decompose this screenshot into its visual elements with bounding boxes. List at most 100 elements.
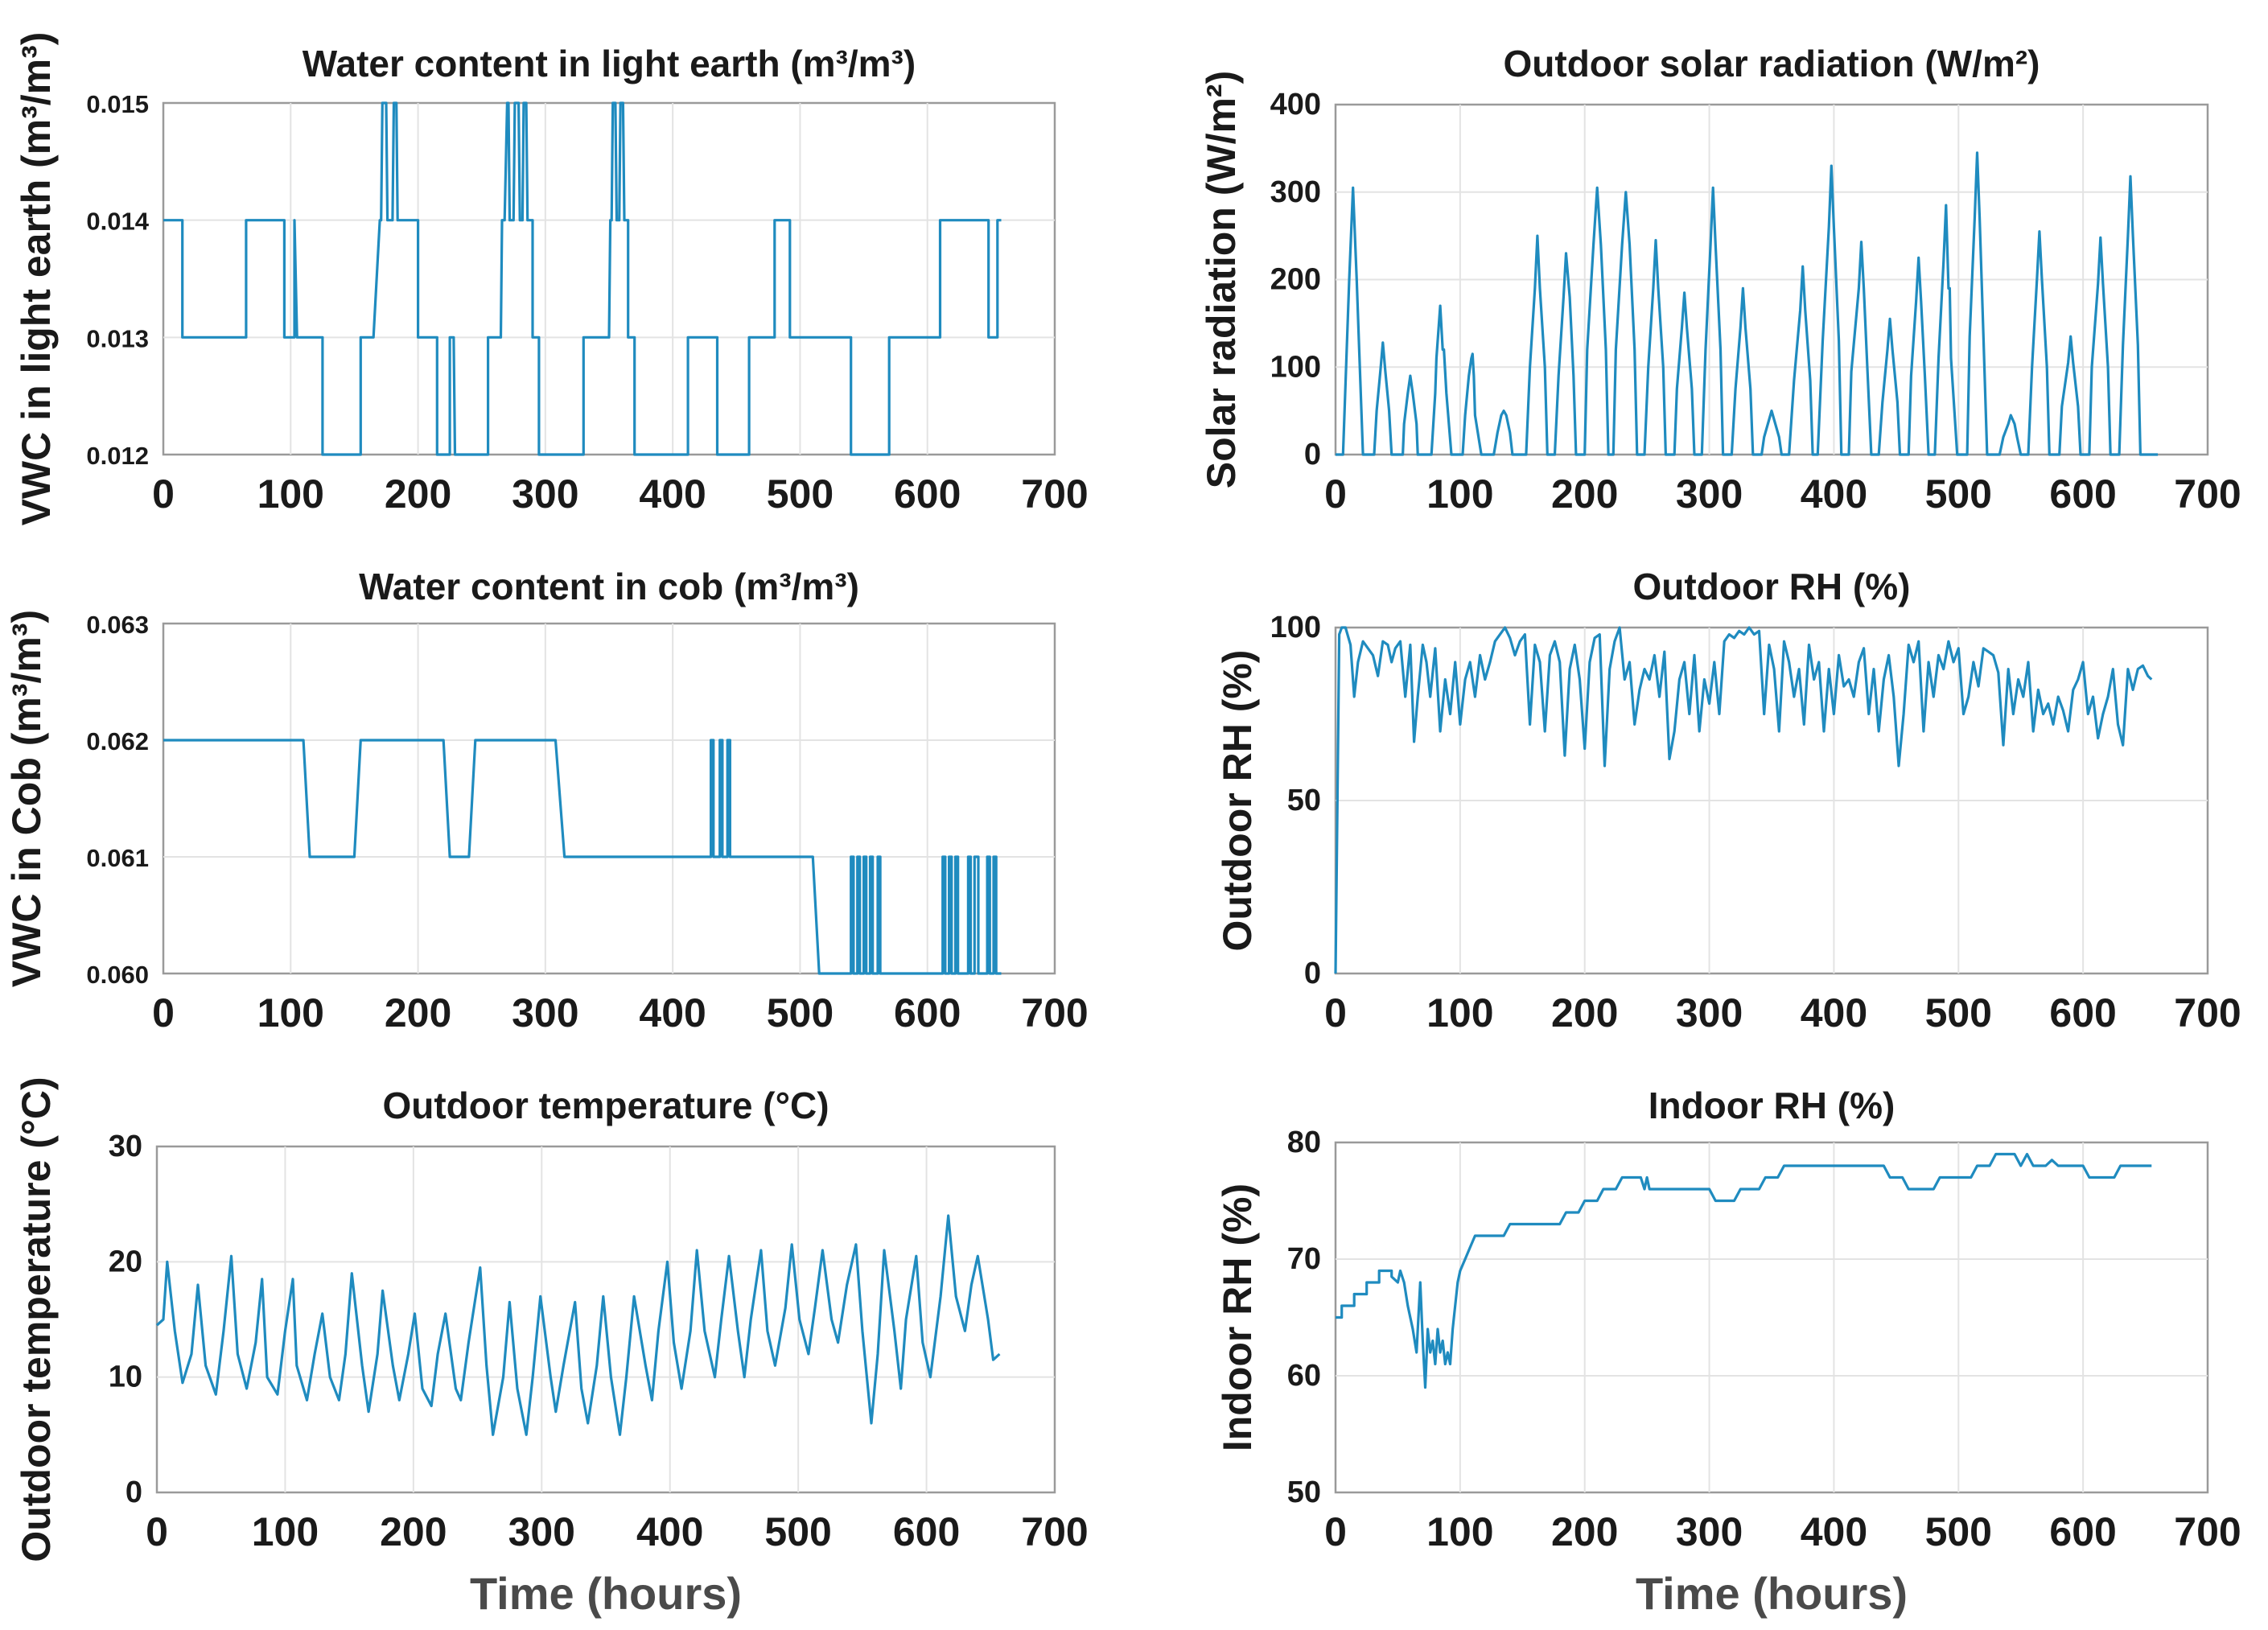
indoor-rh-xtick-label: 600	[2049, 1509, 2116, 1554]
outdoor-rh-xtick-label: 300	[1676, 990, 1743, 1035]
cob-ytick-label: 0.061	[86, 844, 149, 872]
outdoor-rh-xtick-label: 500	[1925, 990, 1992, 1035]
light-earth-xtick-label: 300	[512, 471, 578, 517]
outdoor-temp-ytick-label: 0	[126, 1476, 142, 1509]
outdoor-temp-series-line	[155, 1214, 1001, 1436]
light-earth-ytick-label: 0.014	[86, 208, 149, 236]
light-earth-ytick-label: 0.012	[86, 442, 149, 470]
solar-ytick-label: 400	[1270, 88, 1321, 121]
outdoor-temp-xtick-label: 100	[252, 1509, 319, 1554]
outdoor-rh-xtick-label: 400	[1801, 990, 1867, 1035]
solar-series-line	[1336, 151, 2159, 456]
outdoor-rh-title: Outdoor RH (%)	[1633, 566, 1911, 607]
solar-xtick-label: 200	[1551, 471, 1618, 517]
indoor-rh-ytick-label: 80	[1287, 1126, 1321, 1159]
solar-ytick-label: 200	[1270, 263, 1321, 297]
cob-ytick-label: 0.063	[86, 611, 149, 639]
indoor-rh-xtick-label: 0	[1324, 1509, 1347, 1554]
light-earth-ytick-label: 0.013	[86, 324, 149, 352]
indoor-rh-xtick-label: 100	[1426, 1509, 1493, 1554]
cob-ylabel: VWC in Cob (m³/m³)	[4, 610, 49, 987]
cob-xtick-label: 200	[385, 990, 451, 1035]
indoor-rh-series-line	[1336, 1152, 2152, 1389]
outdoor-temp-xtick-label: 0	[146, 1509, 168, 1554]
indoor-rh-xtick-label: 500	[1925, 1509, 1992, 1554]
light-earth-series-line	[163, 101, 1002, 456]
light-earth-xtick-label: 500	[767, 471, 834, 517]
solar-xtick-label: 0	[1324, 471, 1347, 517]
solar-xtick-label: 400	[1801, 471, 1867, 517]
outdoor-temp-xlabel: Time (hours)	[470, 1568, 742, 1619]
light-earth-ytick-label: 0.015	[86, 90, 149, 118]
solar-xtick-label: 600	[2049, 471, 2116, 517]
outdoor-rh-xtick-label: 200	[1551, 990, 1618, 1035]
outdoor-rh-xtick-label: 0	[1324, 990, 1347, 1035]
outdoor-temp-xtick-label: 200	[380, 1509, 447, 1554]
outdoor-rh-xtick-label: 700	[2174, 990, 2241, 1035]
light-earth-chart: 0 100 200 300 400 500 600 700 0.012 0.013 0.014 0.0…	[14, 32, 1089, 526]
solar-xtick-label: 300	[1676, 471, 1743, 517]
cob-xtick-label: 100	[257, 990, 324, 1035]
outdoor-temp-title: Outdoor temperature (°C)	[382, 1085, 829, 1126]
solar-xtick-label: 500	[1925, 471, 1992, 517]
cob-xtick-label: 300	[512, 990, 578, 1035]
cob-axes	[162, 622, 1056, 975]
indoor-rh-ytick-label: 70	[1287, 1242, 1321, 1276]
cob-ytick-label: 0.062	[86, 727, 149, 755]
outdoor-rh-ylabel: Outdoor RH (%)	[1215, 650, 1260, 952]
solar-ytick-label: 100	[1270, 350, 1321, 384]
indoor-rh-xlabel: Time (hours)	[1636, 1568, 1908, 1619]
outdoor-rh-xtick-label: 600	[2049, 990, 2116, 1035]
cob-xtick-label: 400	[639, 990, 706, 1035]
indoor-rh-xtick-label: 300	[1676, 1509, 1743, 1554]
solar-chart: 0 100 200 300 400 500 600 700 0 100 200 300 400 Outdo…	[1199, 43, 2241, 517]
solar-xtick-label: 700	[2174, 471, 2241, 517]
indoor-rh-xtick-label: 400	[1801, 1509, 1867, 1554]
cob-xtick-label: 0	[152, 990, 175, 1035]
indoor-rh-axes	[1334, 1141, 2209, 1494]
light-earth-xtick-label: 700	[1021, 471, 1088, 517]
cob-xtick-label: 500	[767, 990, 834, 1035]
light-earth-xtick-label: 100	[257, 471, 324, 517]
outdoor-temp-ytick-label: 10	[109, 1360, 142, 1394]
outdoor-rh-ytick-label: 100	[1270, 611, 1321, 644]
indoor-rh-title: Indoor RH (%)	[1649, 1085, 1895, 1126]
outdoor-temp-ytick-label: 30	[109, 1130, 142, 1163]
outdoor-temp-xtick-label: 300	[508, 1509, 575, 1554]
outdoor-rh-chart: 0 100 200 300 400 500 600 700 0 50 100 Outdoor RH (…	[1215, 566, 2241, 1035]
light-earth-xtick-label: 0	[152, 471, 175, 517]
cob-xtick-label: 700	[1021, 990, 1088, 1035]
outdoor-temp-xtick-label: 600	[893, 1509, 960, 1554]
solar-ylabel: Solar radiation (W/m²)	[1199, 71, 1244, 488]
indoor-rh-xtick-label: 700	[2174, 1509, 2241, 1554]
solar-title: Outdoor solar radiation (W/m²)	[1504, 43, 2040, 84]
outdoor-rh-ytick-label: 0	[1304, 957, 1321, 990]
solar-ytick-label: 300	[1270, 175, 1321, 209]
indoor-rh-ytick-label: 60	[1287, 1359, 1321, 1393]
indoor-rh-ytick-label: 50	[1287, 1476, 1321, 1509]
outdoor-temp-chart: 0 100 200 300 400 500 600 700 0 10 20 30 Outdoor tem…	[14, 1076, 1089, 1619]
solar-xtick-label: 100	[1426, 471, 1493, 517]
indoor-rh-chart: 0 100 200 300 400 500 600 700 50 60 70 80 Indoor RH …	[1215, 1085, 2241, 1619]
light-earth-xtick-label: 200	[385, 471, 451, 517]
light-earth-xtick-label: 600	[894, 471, 961, 517]
outdoor-temp-xtick-label: 700	[1021, 1509, 1088, 1554]
solar-ytick-label: 0	[1304, 438, 1321, 471]
outdoor-rh-xtick-label: 100	[1426, 990, 1493, 1035]
indoor-rh-ylabel: Indoor RH (%)	[1215, 1183, 1260, 1451]
cob-xtick-label: 600	[894, 990, 961, 1035]
light-earth-title: Water content in light earth (m³/m³)	[303, 43, 916, 84]
light-earth-xtick-label: 400	[639, 471, 706, 517]
outdoor-temp-xtick-label: 500	[764, 1509, 831, 1554]
outdoor-temp-xtick-label: 400	[636, 1509, 703, 1554]
light-earth-ylabel: VWC in light earth (m³/m³)	[14, 32, 59, 526]
indoor-rh-xtick-label: 200	[1551, 1509, 1618, 1554]
outdoor-rh-ytick-label: 50	[1287, 784, 1321, 817]
cob-chart: 0 100 200 300 400 500 600 700 0.060 0.061 0.062 0.0…	[4, 566, 1089, 1035]
cob-series-line	[163, 739, 1002, 975]
outdoor-rh-series-line	[1334, 626, 2153, 974]
outdoor-temp-ytick-label: 20	[109, 1245, 142, 1278]
cob-ytick-label: 0.060	[86, 961, 149, 989]
cob-title: Water content in cob (m³/m³)	[359, 566, 859, 607]
